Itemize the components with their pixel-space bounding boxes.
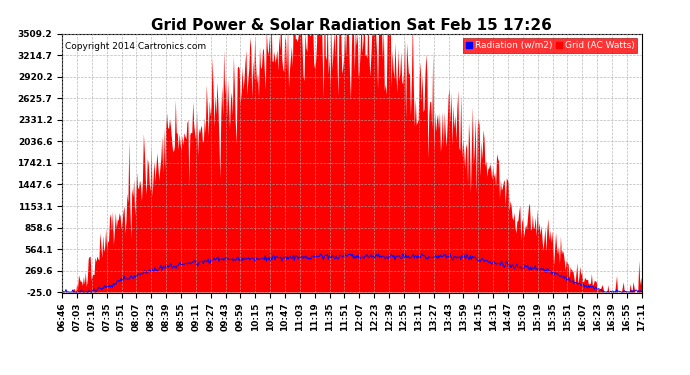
Title: Grid Power & Solar Radiation Sat Feb 15 17:26: Grid Power & Solar Radiation Sat Feb 15 … (152, 18, 552, 33)
Legend: Radiation (w/m2), Grid (AC Watts): Radiation (w/m2), Grid (AC Watts) (463, 38, 637, 53)
Text: Copyright 2014 Cartronics.com: Copyright 2014 Cartronics.com (65, 42, 206, 51)
